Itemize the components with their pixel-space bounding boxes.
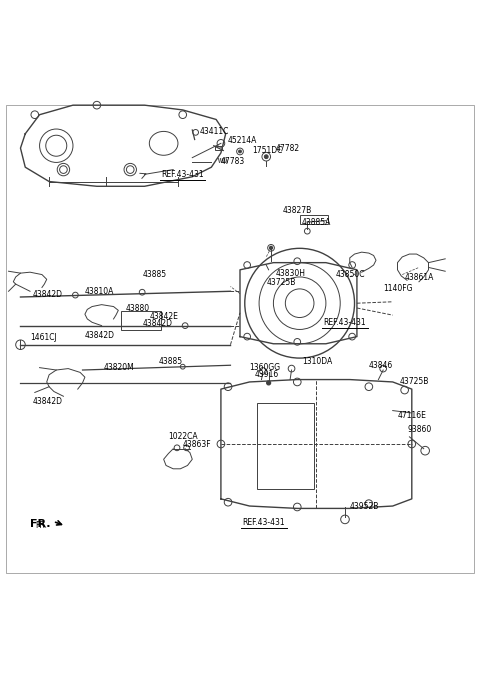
Text: REF.43-431: REF.43-431 — [161, 170, 204, 179]
Text: 43885: 43885 — [159, 357, 183, 366]
Bar — [215, 146, 222, 150]
Text: 43952B: 43952B — [350, 502, 379, 511]
Text: FR.: FR. — [35, 521, 47, 530]
Bar — [120, 311, 161, 330]
Text: 43885A: 43885A — [302, 218, 331, 226]
Circle shape — [267, 381, 271, 385]
Text: 43842D: 43842D — [142, 319, 172, 328]
Circle shape — [270, 246, 273, 250]
Text: 45214A: 45214A — [228, 136, 257, 146]
Text: 47116E: 47116E — [397, 411, 426, 420]
Bar — [300, 215, 328, 224]
Circle shape — [264, 155, 268, 159]
Text: 47783: 47783 — [221, 157, 245, 166]
Text: 43842D: 43842D — [33, 397, 62, 405]
Text: 43725B: 43725B — [400, 378, 429, 386]
Text: REF.43-431: REF.43-431 — [242, 518, 285, 527]
Text: 43842D: 43842D — [33, 290, 62, 299]
Text: 43850C: 43850C — [336, 270, 365, 279]
Text: 43810A: 43810A — [85, 287, 114, 296]
Text: 1360GG: 1360GG — [250, 363, 281, 372]
Text: REF.43-431: REF.43-431 — [324, 318, 366, 327]
Text: 43842E: 43842E — [149, 312, 178, 321]
Text: 1751DC: 1751DC — [252, 146, 282, 155]
Text: 43880: 43880 — [125, 304, 150, 313]
Text: 1140FG: 1140FG — [383, 284, 413, 294]
Text: 43885: 43885 — [142, 270, 166, 279]
Text: 1310DA: 1310DA — [302, 357, 332, 366]
Text: 43861A: 43861A — [405, 273, 434, 283]
Text: 43411C: 43411C — [199, 127, 229, 136]
Text: 43846: 43846 — [369, 361, 393, 370]
Text: FR.: FR. — [30, 519, 50, 529]
Text: 43863F: 43863F — [183, 441, 211, 450]
Text: 1022CA: 1022CA — [168, 433, 198, 441]
Text: 43842D: 43842D — [85, 331, 115, 340]
Circle shape — [239, 150, 241, 153]
Text: 93860: 93860 — [407, 425, 431, 434]
Text: 43830H: 43830H — [276, 268, 306, 278]
Text: 43916: 43916 — [254, 370, 278, 379]
Text: 47782: 47782 — [276, 144, 300, 153]
Text: 43725B: 43725B — [266, 278, 296, 287]
Text: 43827B: 43827B — [283, 205, 312, 215]
Bar — [257, 403, 314, 490]
Text: 1461CJ: 1461CJ — [30, 333, 57, 342]
Text: 43820M: 43820M — [104, 363, 135, 372]
